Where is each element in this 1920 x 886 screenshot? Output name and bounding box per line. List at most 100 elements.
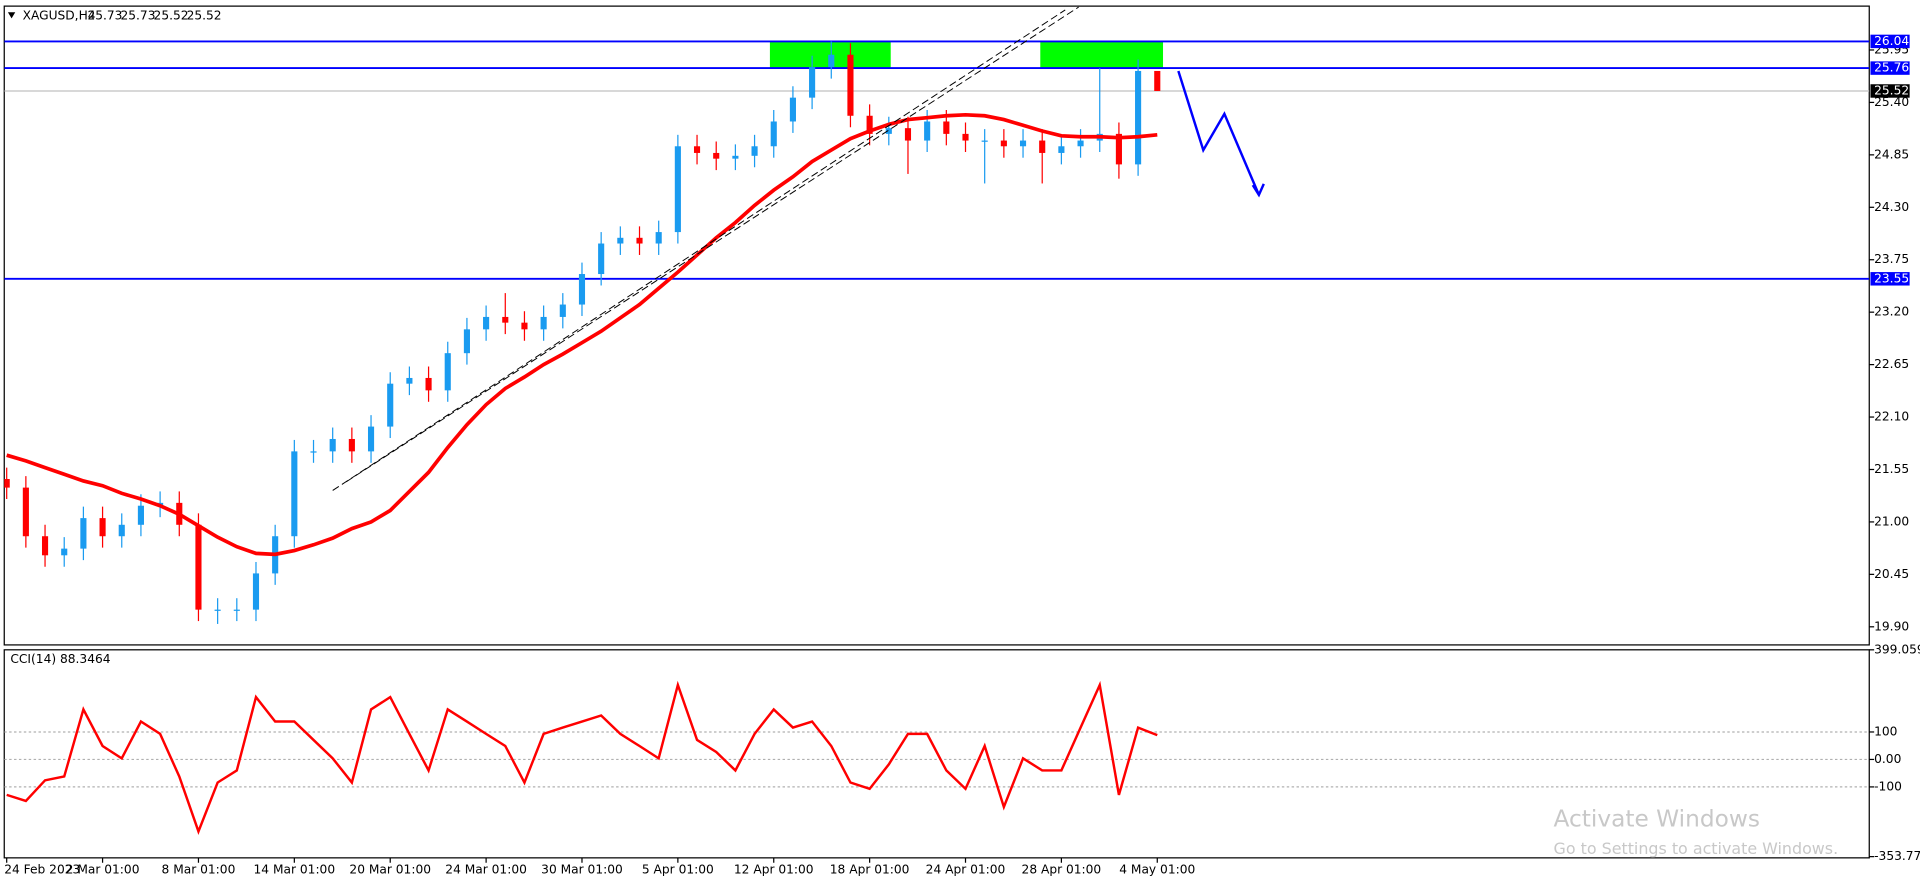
x-tick-label: 24 Feb 2023 bbox=[4, 863, 80, 877]
axes: 25.9525.4024.8524.3023.7523.2022.6522.10… bbox=[4, 34, 1920, 877]
x-tick-label: 12 Apr 01:00 bbox=[734, 863, 814, 877]
x-tick-label: 8 Mar 01:00 bbox=[162, 863, 236, 877]
candle-body bbox=[406, 377, 413, 384]
candle-body bbox=[540, 316, 547, 330]
x-tick-label: 20 Mar 01:00 bbox=[349, 863, 431, 877]
candle-body bbox=[463, 329, 470, 354]
candle-body bbox=[444, 353, 451, 391]
candle-body bbox=[578, 274, 586, 305]
candle-body bbox=[559, 304, 566, 317]
candle-body bbox=[214, 609, 221, 611]
candle-body bbox=[195, 524, 202, 610]
candle-body bbox=[502, 316, 509, 323]
watermark-text: Go to Settings to activate Windows. bbox=[1554, 839, 1839, 858]
candle-body bbox=[1154, 70, 1161, 91]
forecast-arrowhead bbox=[1251, 183, 1265, 198]
trendline bbox=[332, 9, 1066, 491]
candle-body bbox=[483, 316, 490, 330]
candle-body bbox=[943, 121, 950, 134]
watermark-title: Activate Windows bbox=[1554, 805, 1760, 832]
candle-body bbox=[310, 451, 317, 453]
x-tick-label: 14 Mar 01:00 bbox=[254, 863, 336, 877]
candle-body bbox=[598, 243, 605, 275]
y-tick-label: 399.059 bbox=[1874, 642, 1920, 656]
level-label-box bbox=[1870, 34, 1910, 49]
y-tick-label: 21.55 bbox=[1874, 462, 1909, 476]
y-tick-label: 23.75 bbox=[1874, 252, 1909, 266]
cci-title: CCI(14) 88.3464 bbox=[10, 652, 110, 666]
candle-body bbox=[904, 128, 912, 141]
main-plot bbox=[4, 6, 1870, 624]
candle-body bbox=[789, 97, 796, 122]
candle-body bbox=[137, 505, 144, 525]
y-tick-label: 22.10 bbox=[1874, 410, 1909, 424]
y-tick-label: 20.45 bbox=[1874, 567, 1909, 581]
candle-body bbox=[99, 518, 106, 537]
main-panel bbox=[3, 5, 1870, 646]
y-tick-label: 24.30 bbox=[1874, 200, 1909, 214]
candle-body bbox=[521, 322, 528, 330]
level-label: 25.76 bbox=[1874, 61, 1909, 75]
candle-body bbox=[233, 609, 240, 611]
candle-body bbox=[387, 383, 394, 427]
y-tick-label: 22.65 bbox=[1874, 357, 1909, 371]
y-tick-label: 0.00 bbox=[1874, 752, 1901, 766]
candle-body bbox=[674, 146, 681, 233]
level-label-box bbox=[1870, 272, 1910, 286]
y-tick-label: 19.90 bbox=[1874, 619, 1909, 633]
candle-body bbox=[751, 146, 758, 156]
candle-body bbox=[924, 121, 931, 141]
candle-body bbox=[1039, 140, 1046, 153]
candle-body bbox=[4, 479, 10, 488]
level-label: 26.04 bbox=[1874, 34, 1909, 48]
collapse-icon[interactable] bbox=[7, 12, 16, 19]
candle-body bbox=[80, 518, 87, 549]
candle-body bbox=[1019, 140, 1027, 147]
y-tick-label: -353.774 bbox=[1874, 849, 1920, 863]
x-tick-label: 18 Apr 01:00 bbox=[830, 863, 910, 877]
candle-body bbox=[1000, 140, 1007, 147]
zone bbox=[1040, 41, 1164, 69]
level-label: 23.55 bbox=[1874, 271, 1909, 285]
forecast-path bbox=[1177, 70, 1261, 196]
trendline bbox=[345, 6, 1079, 483]
level-label-box bbox=[1870, 84, 1910, 98]
symbol: XAGUSD,H4 bbox=[23, 8, 96, 22]
level-label: 25.52 bbox=[1874, 83, 1909, 97]
y-tick-label: 25.40 bbox=[1874, 95, 1909, 109]
ohlc-low: 25.52 bbox=[154, 8, 189, 22]
candle-body bbox=[693, 146, 701, 153]
candle-body bbox=[770, 121, 777, 147]
x-tick-label: 28 Apr 01:00 bbox=[1022, 863, 1102, 877]
candle-body bbox=[885, 128, 892, 134]
y-tick-label: 21.00 bbox=[1874, 514, 1909, 528]
candle-body bbox=[866, 115, 873, 134]
candle-body bbox=[617, 237, 624, 244]
candle-body bbox=[22, 487, 29, 537]
y-tick-label: -100 bbox=[1874, 779, 1902, 793]
level-label-box bbox=[1870, 61, 1910, 75]
candle-body bbox=[348, 438, 355, 452]
ohlc-close: 25.52 bbox=[187, 8, 222, 22]
candle-body bbox=[732, 155, 739, 159]
x-tick-label: 4 May 01:00 bbox=[1119, 863, 1195, 877]
candle-body bbox=[329, 438, 336, 452]
cci-line bbox=[6, 680, 1158, 835]
x-tick-label: 2 Mar 01:00 bbox=[66, 863, 140, 877]
x-tick-label: 24 Mar 01:00 bbox=[445, 863, 527, 877]
x-tick-label: 30 Mar 01:00 bbox=[541, 863, 623, 877]
candle-body bbox=[1115, 133, 1122, 165]
candle-body bbox=[367, 426, 375, 452]
ohlc-open: 25.73 bbox=[87, 8, 122, 22]
candle-body bbox=[809, 67, 816, 98]
candle-body bbox=[713, 152, 720, 159]
candle-body bbox=[118, 524, 125, 537]
y-tick-label: 24.85 bbox=[1874, 147, 1909, 161]
candle-body bbox=[828, 54, 835, 68]
candle-body bbox=[1058, 146, 1065, 153]
candle-body bbox=[1135, 70, 1142, 165]
candle-body bbox=[291, 451, 298, 537]
candle-body bbox=[847, 54, 854, 116]
